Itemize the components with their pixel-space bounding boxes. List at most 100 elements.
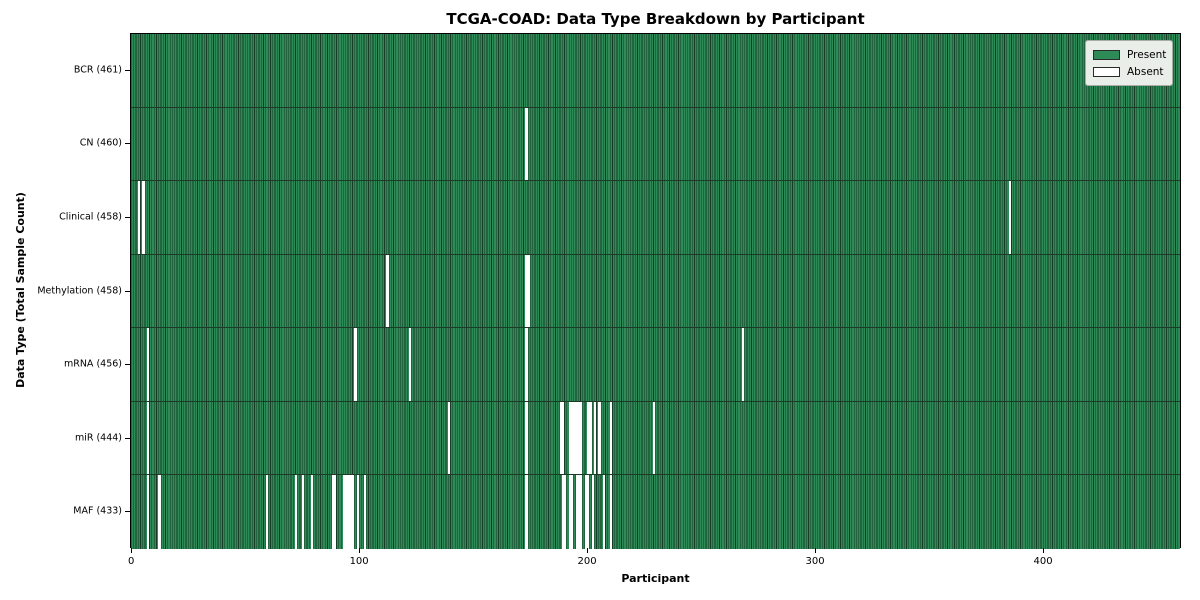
legend-item-absent: Absent (1093, 63, 1164, 80)
legend-label-absent: Absent (1127, 65, 1164, 78)
absent-stripe (584, 475, 587, 549)
y-tick-label-mrna: mRNA (456) (63, 358, 122, 370)
x-tick-mark (587, 548, 589, 553)
absent-stripe (561, 475, 565, 549)
y-tick-label-maf: MAF (433) (73, 505, 122, 517)
absent-stripe (564, 475, 567, 549)
absent-stripe (158, 475, 161, 549)
y-axis-title: Data Type (Total Sample Count) (14, 192, 27, 388)
x-tick-label-400: 400 (1033, 556, 1053, 567)
chart-title: TCGA-COAD: Data Type Breakdown by Partic… (446, 10, 865, 28)
heatmap-row-maf (131, 475, 1180, 549)
heatmap-row-cn (131, 107, 1180, 182)
absent-stripe (345, 475, 348, 549)
x-tick-label-200: 200 (577, 556, 597, 567)
absent-stripe (331, 475, 334, 549)
absent-stripe (559, 401, 562, 475)
absent-stripe (349, 475, 353, 549)
x-tick-mark (131, 548, 133, 553)
absent-stripe (573, 401, 576, 475)
absent-stripe (741, 328, 745, 401)
absent-stripe (333, 475, 337, 549)
absent-stripe (525, 328, 528, 401)
absent-stripe (561, 401, 565, 475)
absent-stripe (575, 475, 578, 549)
absent-stripe (525, 401, 528, 475)
absent-stripe (354, 328, 357, 401)
absent-stripe (575, 401, 578, 475)
y-tick-mark (125, 143, 130, 145)
legend: Present Absent (1085, 40, 1173, 86)
x-tick-mark (815, 548, 817, 553)
absent-stripe (409, 328, 412, 401)
legend-swatch-present-icon (1093, 49, 1120, 60)
legend-swatch-absent-icon (1093, 66, 1120, 77)
absent-stripe (653, 401, 656, 475)
y-tick-mark (125, 290, 130, 292)
y-tick-label-mir: miR (444) (74, 432, 122, 444)
absent-stripe (568, 401, 571, 475)
x-tick-label-0: 0 (127, 556, 135, 567)
absent-stripe (602, 475, 606, 549)
absent-stripe (525, 475, 528, 549)
absent-stripe (577, 475, 581, 549)
absent-stripe (295, 475, 298, 549)
absent-stripe (146, 475, 150, 549)
absent-stripe (265, 475, 268, 549)
x-tick-mark (1043, 548, 1045, 553)
absent-stripe (591, 475, 594, 549)
y-tick-mark (125, 364, 130, 366)
absent-stripe (146, 328, 150, 401)
absent-stripe (142, 181, 145, 254)
y-tick-mark (125, 437, 130, 439)
absent-stripe (598, 401, 601, 475)
absent-stripe (386, 254, 389, 328)
y-tick-label-clinical: Clinical (458) (59, 211, 122, 223)
x-tick-label-100: 100 (349, 556, 369, 567)
y-tick-label-bcr: BCR (461) (73, 64, 122, 76)
absent-stripe (311, 475, 314, 549)
absent-stripe (343, 475, 346, 549)
x-tick-mark (359, 548, 361, 553)
absent-stripe (580, 401, 583, 475)
absent-stripe (527, 254, 530, 328)
absent-stripe (586, 401, 590, 475)
plot-area (130, 33, 1181, 549)
absent-stripe (146, 401, 150, 475)
y-tick-label-methylation: Methylation (458) (37, 285, 122, 296)
absent-stripe (586, 475, 590, 549)
absent-stripe (609, 475, 613, 549)
x-axis-title: Participant (621, 572, 690, 585)
absent-stripe (577, 401, 581, 475)
x-tick-label-300: 300 (805, 556, 825, 567)
y-tick-mark (125, 216, 130, 218)
absent-stripe (571, 475, 574, 549)
heatmap-row-clinical (131, 181, 1180, 255)
absent-stripe (1008, 181, 1011, 254)
heatmap-row-mrna (131, 328, 1180, 402)
heatmap-row-methylation (131, 254, 1180, 329)
legend-label-present: Present (1127, 48, 1167, 61)
legend-item-present: Present (1093, 46, 1167, 63)
absent-stripe (356, 475, 359, 549)
absent-stripe (525, 254, 528, 328)
absent-stripe (137, 181, 141, 254)
absent-stripe (609, 401, 613, 475)
absent-stripe (352, 475, 355, 549)
absent-stripe (347, 475, 350, 549)
y-tick-mark (125, 69, 130, 71)
absent-stripe (301, 475, 305, 549)
absent-stripe (593, 401, 597, 475)
heatmap-row-bcr (131, 34, 1180, 108)
y-tick-label-cn: CN (460) (79, 137, 122, 149)
y-tick-mark (125, 511, 130, 513)
absent-stripe (580, 475, 583, 549)
heatmap-row-mir (131, 401, 1180, 476)
absent-stripe (447, 401, 451, 475)
absent-stripe (568, 475, 571, 549)
absent-stripe (571, 401, 574, 475)
absent-stripe (525, 107, 528, 181)
absent-stripe (589, 401, 592, 475)
absent-stripe (363, 475, 366, 549)
